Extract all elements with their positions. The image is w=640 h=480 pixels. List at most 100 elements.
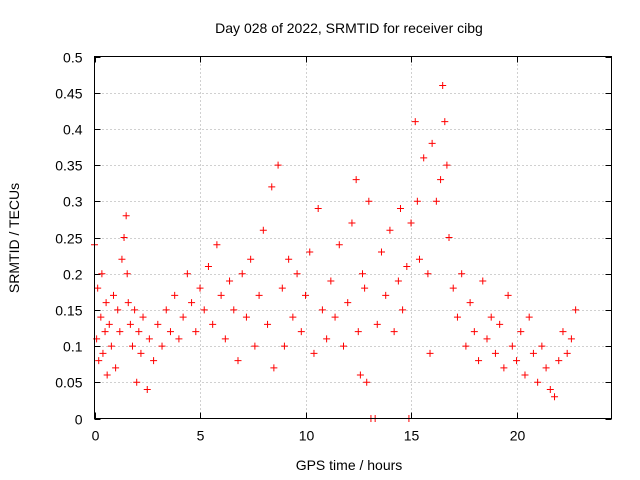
data-point [126,320,134,328]
data-point [209,320,217,328]
data-point [363,378,371,386]
data-point [242,313,250,321]
data-point [204,262,212,270]
data-point [426,349,434,357]
data-points [91,81,580,422]
x-axis-ticks: 0 5 10 15 20 [92,56,526,444]
data-point [439,81,447,89]
x-tick-label: 20 [510,428,526,444]
data-point [470,328,478,336]
data-point [344,299,352,307]
data-point [479,277,487,285]
data-point [390,328,398,336]
data-point [453,313,461,321]
y-tick-label: 0.25 [55,231,82,247]
data-point [306,248,314,256]
plot-frame [94,56,612,419]
data-point [445,234,453,241]
y-tick-label: 0.05 [55,375,82,391]
y-tick-label: 0.4 [63,122,83,138]
data-point [131,306,139,314]
data-point [517,328,525,336]
data-point [483,335,491,343]
data-point [542,364,550,372]
data-point [103,371,111,379]
data-point [323,335,331,343]
data-point [449,284,457,292]
data-point [124,299,132,307]
data-point [302,291,310,299]
data-point [166,328,174,336]
data-point [285,255,293,263]
data-point [255,291,263,299]
data-point [358,270,366,278]
data-point [396,205,404,213]
data-point [559,328,567,336]
data-point [365,197,373,205]
data-point [491,349,499,357]
data-point [107,342,115,350]
data-point [143,386,151,394]
data-point [415,255,423,263]
data-point [112,364,120,372]
data-point [145,335,153,343]
data-point [437,176,445,184]
data-point [118,255,126,263]
data-point [109,291,117,299]
data-point [217,291,225,299]
data-point [382,291,390,299]
data-point [133,378,141,386]
data-point [327,277,335,285]
data-point [139,313,147,321]
data-point [188,299,196,307]
data-point [278,284,286,292]
data-point [529,349,537,357]
data-point [94,284,102,292]
x-tick-label: 10 [299,428,315,444]
data-point [420,154,428,162]
data-point [192,328,200,336]
data-point [183,270,191,278]
y-tick-label: 0 [75,412,83,428]
data-point [466,299,474,307]
data-point [424,270,432,278]
data-point [128,342,136,350]
data-point [428,139,436,147]
data-point [432,197,440,205]
data-point [443,161,451,169]
y-tick-label: 0.35 [55,158,82,174]
data-point [297,328,305,336]
data-point [546,386,554,394]
data-point [407,219,415,227]
data-point [116,328,124,336]
data-point [462,342,470,350]
data-point [411,118,419,126]
data-point [200,306,208,314]
data-point [572,306,580,314]
data-point [179,313,187,321]
data-point [95,357,103,365]
data-point [377,248,385,256]
y-axis-label: SRMTID / TECUs [6,183,22,293]
y-tick-label: 0.45 [55,86,82,102]
data-point [196,284,204,292]
x-axis-label: GPS time / hours [296,457,403,473]
data-point [504,291,512,299]
data-point [413,197,421,205]
data-point [101,328,109,336]
data-point [538,342,546,350]
data-point [563,349,571,357]
data-point [135,328,143,336]
data-point [335,241,343,249]
data-point [268,183,276,191]
data-point [175,335,183,343]
data-point [373,320,381,328]
x-tick-label: 5 [197,428,205,444]
data-point [340,342,348,350]
y-tick-label: 0.5 [63,50,83,66]
x-tick-label: 15 [404,428,420,444]
data-point [555,357,563,365]
data-point [162,306,170,314]
data-point [513,357,521,365]
